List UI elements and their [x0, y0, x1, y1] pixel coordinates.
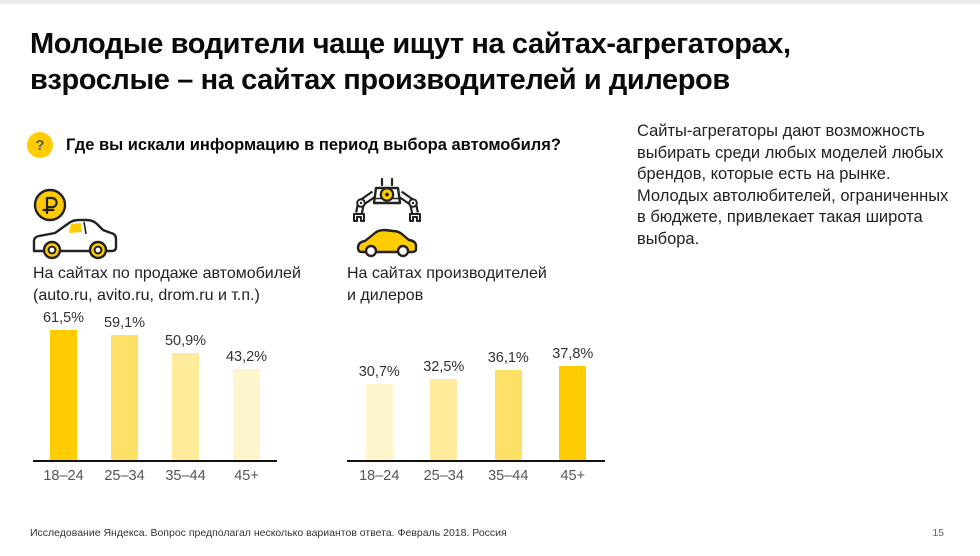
slide-title-line2: взрослые – на сайтах производителей и ди… — [30, 64, 730, 96]
slide-title-line1: Молодые водители чаще ищут на сайтах-агр… — [30, 28, 791, 60]
category-label: 18–24 — [359, 468, 400, 484]
bar-column: 36,1% — [476, 300, 541, 460]
bar-column: 30,7% — [347, 300, 412, 460]
chart-title-line: На сайтах по продаже автомобилей — [33, 265, 301, 282]
chart-title-line: (auto.ru, avito.ru, drom.ru и т.п.) — [33, 286, 260, 304]
top-accent-strip — [0, 0, 980, 4]
bar — [233, 368, 260, 460]
bar-value-label: 50,9% — [164, 332, 207, 349]
bar — [494, 370, 522, 460]
survey-question-text: Где вы искали информацию в период выбора… — [66, 135, 561, 154]
bar — [111, 335, 138, 460]
chart-title-line: На сайтах производителей — [347, 265, 547, 282]
bar-column: 37,8% — [541, 300, 606, 460]
bar-column: 32,5% — [412, 300, 477, 460]
page-number: 15 — [932, 527, 944, 539]
bar-value-label: 43,2% — [225, 348, 268, 365]
bar-value-label: 30,7% — [358, 363, 400, 380]
slide-title: Молодые водители чаще ищут на сайтах-агр… — [30, 26, 791, 98]
survey-question-row: ? Где вы искали информацию в период выбо… — [27, 132, 561, 158]
x-axis-line — [33, 460, 277, 462]
category-label: 18–24 — [43, 468, 84, 484]
bar-column: 61,5% — [33, 300, 94, 460]
x-axis-categories: 18–24 25–34 35–44 45+ — [33, 468, 277, 484]
bar-value-label: 32,5% — [423, 359, 465, 375]
category-label: 35–44 — [165, 468, 206, 484]
category-label: 25–34 — [104, 468, 145, 484]
bar — [50, 330, 77, 460]
category-label: 35–44 — [488, 468, 529, 484]
bar-column: 50,9% — [155, 300, 216, 460]
bar-value-label: 36,1% — [487, 350, 529, 367]
bar-chart-manufacturers: 30,7% 32,5% 36,1% 37,8% — [347, 300, 605, 460]
bar-value-label: 61,5% — [42, 310, 85, 327]
factory-claw-with-car-icon — [348, 176, 433, 263]
bar — [559, 365, 587, 460]
chart-title-aggregators: На сайтах по продаже автомобилей (auto.r… — [33, 263, 301, 306]
question-mark-icon: ? — [27, 132, 53, 158]
bar — [365, 383, 393, 460]
category-label: 45+ — [234, 468, 259, 484]
category-label: 45+ — [560, 468, 586, 484]
x-axis-line — [347, 460, 605, 462]
chart-title-line: и дилеров — [347, 286, 424, 304]
x-axis-categories: 18–24 25–34 35–44 45+ — [347, 468, 605, 484]
bar — [172, 352, 199, 460]
bar-value-label: 37,8% — [552, 345, 594, 362]
insight-note: Сайты-агрегаторы дают возможность выбира… — [637, 122, 949, 248]
category-label: 25–34 — [423, 468, 464, 484]
bar-value-label: 59,1% — [103, 315, 146, 332]
bar-column: 59,1% — [94, 300, 155, 460]
bar-chart-aggregators: 61,5% 59,1% 50,9% 43,2% — [33, 300, 277, 460]
bar-column: 43,2% — [216, 300, 277, 460]
footer-source-note: Исследование Яндекса. Вопрос предполагал… — [30, 527, 507, 539]
car-with-ruble-coin-icon — [28, 188, 120, 267]
chart-title-manufacturers: На сайтах производителей и дилеров — [347, 263, 547, 306]
bar — [430, 379, 458, 460]
